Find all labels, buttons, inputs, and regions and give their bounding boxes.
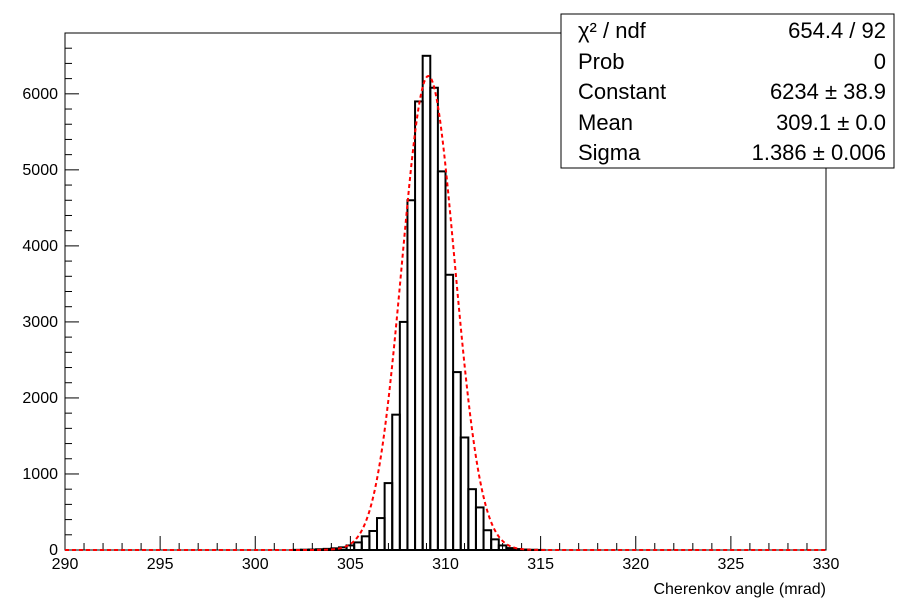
y-tick-label: 3000 [22,314,58,331]
gaussian-fit-curve [65,75,826,551]
histogram-bin [490,538,500,552]
histogram-bin [474,506,485,551]
x-tick-label: 295 [147,556,174,573]
x-tick-label: 290 [52,556,79,573]
stats-value-mean: 309.1 ± 0.0 [776,110,886,135]
stats-box: χ² / ndf 654.4 / 92 Prob 0 Constant 6234… [560,13,895,169]
histogram-bin [429,86,439,551]
x-tick-label: 310 [432,556,459,573]
histogram-bin [414,100,424,551]
histogram-bin [505,547,515,551]
y-tick-label: 5000 [22,162,58,179]
stats-label-mean: Mean [578,110,633,135]
histogram-bin [406,199,417,551]
histogram-bin [376,517,386,551]
x-tick-label: 305 [337,556,364,573]
y-tick-label: 2000 [22,390,58,407]
y-axis-ticks [65,32,79,551]
stats-value-sigma: 1.386 ± 0.006 [752,140,886,165]
stats-label-sigma: Sigma [578,140,641,165]
histogram-bin [368,529,379,552]
histogram-bin [421,54,432,551]
y-tick-label: 4000 [22,238,58,255]
stats-label-prob: Prob [578,49,624,74]
x-tick-label: 315 [527,556,554,573]
histogram-bin [383,482,394,551]
histogram-bin [353,541,363,551]
histogram-bin [360,535,371,551]
histogram-bin [467,488,477,552]
x-tick-label: 320 [622,556,649,573]
x-axis-tick-labels: 290 295 300 305 310 315 320 325 330 [52,556,840,573]
stats-value-constant: 6234 ± 38.9 [770,79,886,104]
histogram-bin [391,413,401,551]
stats-value-chi2-ndf: 654.4 / 92 [788,18,886,43]
y-axis-tick-labels: 0 1000 2000 3000 4000 5000 6000 [22,86,58,559]
y-tick-label: 1000 [22,466,58,483]
y-tick-label: 0 [49,542,58,559]
x-axis-title: Cherenkov angle (mrad) [653,581,826,598]
y-tick-label: 6000 [22,86,58,103]
histogram-bin [482,529,493,552]
histogram-bin [436,170,447,551]
stats-box-frame [560,13,895,169]
histogram-bin [459,436,470,551]
histogram-bin [398,320,409,552]
stats-label-constant: Constant [578,79,666,104]
histogram-series [292,54,546,552]
x-tick-label: 330 [813,556,840,573]
stats-value-prob: 0 [874,49,886,74]
stats-label-chi2-ndf: χ² / ndf [578,18,647,43]
histogram-bin [452,371,462,552]
histogram-bin [444,273,455,551]
x-tick-label: 325 [718,556,745,573]
x-tick-label: 300 [242,556,269,573]
